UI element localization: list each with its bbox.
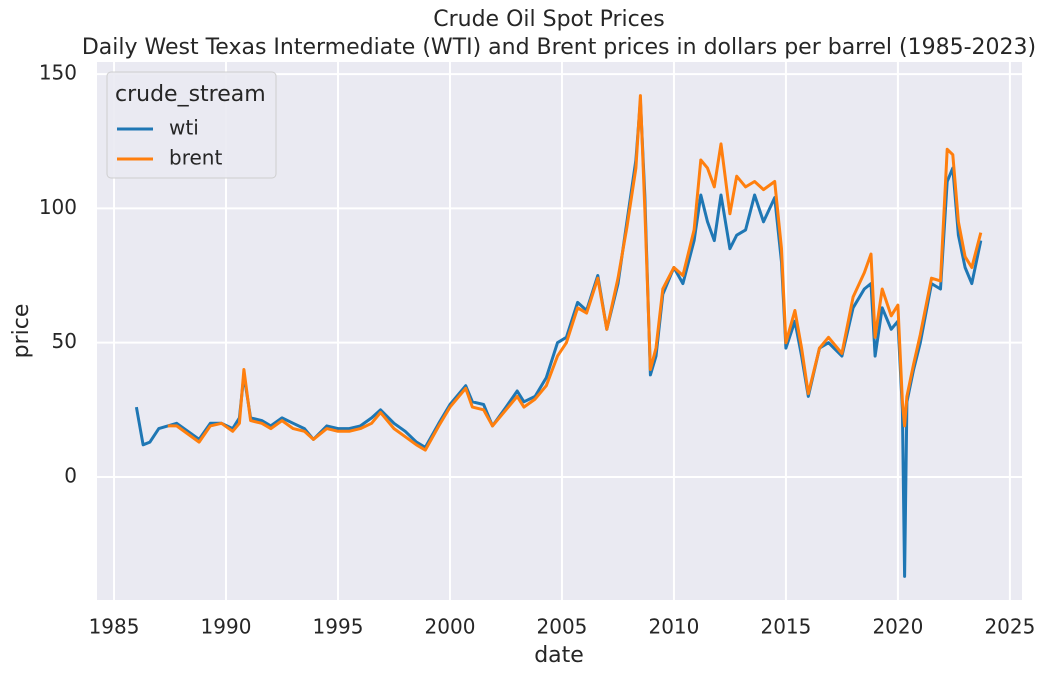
legend-box — [106, 71, 277, 179]
x-tick-label: 2020 — [872, 615, 923, 639]
series-line — [167, 94, 983, 452]
y-tick-label: 150 — [39, 61, 77, 85]
legend-label: wti — [169, 116, 199, 140]
x-tick-label: 2000 — [425, 615, 476, 639]
legend-label: brent — [169, 146, 222, 170]
x-tick-label: 2005 — [537, 615, 588, 639]
x-axis-label: date — [534, 643, 584, 668]
lines — [134, 94, 983, 578]
legend-title: crude_stream — [115, 82, 266, 107]
y-tick-label: 50 — [52, 329, 77, 353]
legend: crude_stream wti brent — [106, 71, 277, 179]
chart-title: Crude Oil Spot Prices — [433, 7, 665, 32]
y-tick-label: 100 — [39, 195, 77, 219]
x-tick-label: 1985 — [89, 615, 140, 639]
x-tick-label: 2025 — [984, 615, 1035, 639]
x-tick-label: 2010 — [648, 615, 699, 639]
chart-subtitle: Daily West Texas Intermediate (WTI) and … — [82, 35, 1036, 60]
x-tick-label: 2015 — [760, 615, 811, 639]
x-tick-label: 1990 — [201, 615, 252, 639]
y-tick-label: 0 — [64, 463, 77, 487]
y-axis-label: price — [9, 304, 34, 359]
x-tick-label: 1995 — [313, 615, 364, 639]
